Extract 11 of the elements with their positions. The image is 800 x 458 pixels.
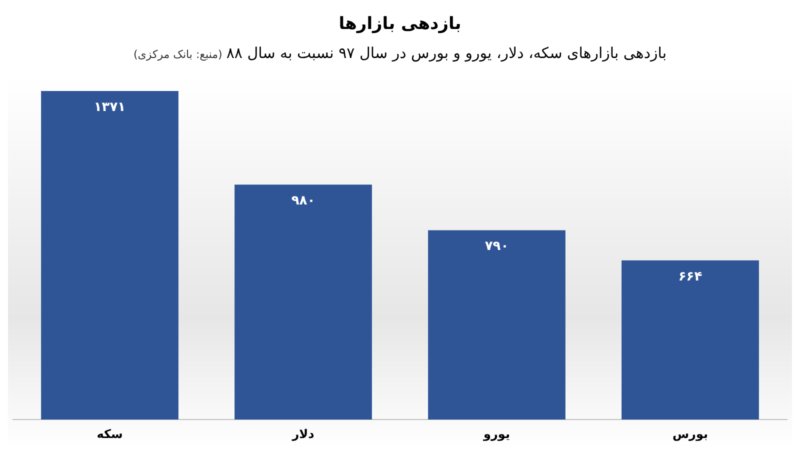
chart-title: بازدهی بازارها [338,13,462,36]
x-tick-label: سکه [96,426,123,441]
x-tick-label: دلار [291,426,314,441]
data-label: ۷۹۰ [484,239,509,254]
x-tick-label: بورس [672,426,708,441]
text: (منبع: بانک مرکزی) [133,48,222,61]
data-label: ۱۳۷۱ [94,100,126,115]
data-label: ۶۶۴ [678,269,702,284]
chart-subtitle: بازدهی بازارهای سکه، دلار، یورو و بورس در سال ۹۷ نسبت به سال ۸۸ [226,44,667,62]
x-tick-label: یورو [482,426,510,441]
data-label: ۹۸۰ [291,194,316,209]
